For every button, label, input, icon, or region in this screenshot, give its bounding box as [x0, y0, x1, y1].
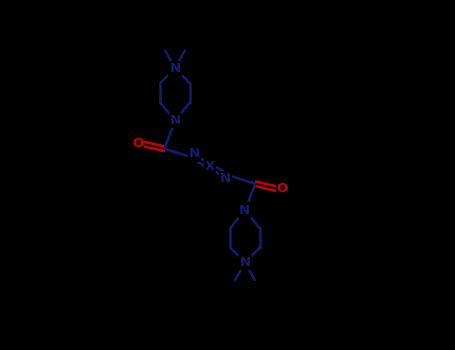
Text: N: N: [220, 172, 231, 185]
Text: O: O: [277, 182, 288, 196]
Text: N: N: [169, 62, 181, 75]
Text: N: N: [170, 114, 181, 127]
Text: N: N: [189, 147, 200, 161]
Text: X: X: [205, 160, 215, 173]
Text: O: O: [132, 137, 143, 150]
Text: N: N: [239, 256, 251, 269]
Text: N: N: [239, 203, 250, 217]
